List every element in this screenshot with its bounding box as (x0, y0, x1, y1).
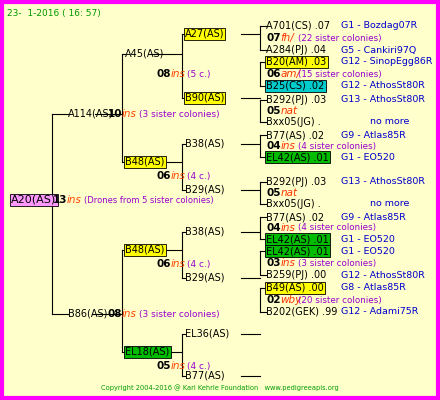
Text: no more: no more (370, 200, 409, 208)
Text: (3 sister colonies): (3 sister colonies) (139, 110, 219, 118)
Text: B48(AS): B48(AS) (125, 245, 165, 255)
Text: ins: ins (67, 195, 82, 205)
Text: B29(AS): B29(AS) (185, 185, 224, 195)
Text: B292(PJ) .03: B292(PJ) .03 (266, 177, 326, 187)
Text: G12 - AthosSt80R: G12 - AthosSt80R (341, 82, 425, 90)
Text: G1 - EO520: G1 - EO520 (341, 235, 395, 244)
Text: 05: 05 (156, 361, 171, 371)
Text: 10: 10 (108, 109, 122, 119)
Text: A701(CS) .07: A701(CS) .07 (266, 21, 330, 31)
Text: B25(CS) .02: B25(CS) .02 (266, 81, 324, 91)
Text: ins: ins (280, 223, 295, 233)
Text: B38(AS): B38(AS) (185, 227, 224, 237)
Text: EL36(AS): EL36(AS) (185, 329, 229, 339)
Text: B86(AS): B86(AS) (68, 309, 107, 319)
Text: A27(AS): A27(AS) (185, 29, 224, 39)
Text: (5 c.): (5 c.) (187, 70, 210, 78)
Text: B202(GEK) .99: B202(GEK) .99 (266, 307, 337, 317)
Text: wby: wby (280, 295, 301, 305)
Text: ins: ins (122, 309, 137, 319)
Text: (4 c.): (4 c.) (187, 172, 210, 180)
Text: B292(PJ) .03: B292(PJ) .03 (266, 95, 326, 105)
Text: G5 - Cankiri97Q: G5 - Cankiri97Q (341, 46, 416, 54)
Text: 13: 13 (53, 195, 67, 205)
Text: ins: ins (170, 171, 185, 181)
Text: B49(AS) .00: B49(AS) .00 (266, 283, 324, 293)
Text: ins: ins (170, 361, 185, 371)
Text: no more: no more (370, 118, 409, 126)
Text: ins: ins (280, 258, 295, 268)
Text: 06: 06 (156, 171, 171, 181)
Text: G12 - SinopEgg86R: G12 - SinopEgg86R (341, 58, 433, 66)
Text: (Drones from 5 sister colonies): (Drones from 5 sister colonies) (84, 196, 213, 204)
Text: (22 sister colonies): (22 sister colonies) (298, 34, 381, 42)
Text: (4 sister colonies): (4 sister colonies) (298, 142, 376, 150)
Text: (15 sister colonies): (15 sister colonies) (298, 70, 381, 78)
Text: A45(AS): A45(AS) (125, 49, 165, 59)
Text: EL42(AS) .01: EL42(AS) .01 (266, 246, 329, 256)
Text: Copyright 2004-2016 @ Karl Kehrle Foundation   www.pedigreeapis.org: Copyright 2004-2016 @ Karl Kehrle Founda… (101, 384, 339, 391)
Text: ins: ins (280, 141, 295, 151)
Text: B38(AS): B38(AS) (185, 139, 224, 149)
Text: 04: 04 (266, 223, 281, 233)
Text: fh/: fh/ (280, 33, 294, 43)
Text: ins: ins (170, 69, 185, 79)
Text: (4 sister colonies): (4 sister colonies) (298, 224, 376, 232)
Text: 06: 06 (266, 69, 281, 79)
Text: EL42(AS) .01: EL42(AS) .01 (266, 152, 329, 162)
Text: B77(AS): B77(AS) (185, 371, 224, 381)
Text: G12 - AthosSt80R: G12 - AthosSt80R (341, 271, 425, 280)
Text: 08: 08 (108, 309, 122, 319)
Text: B90(AS): B90(AS) (185, 93, 224, 103)
Text: 05: 05 (266, 188, 281, 198)
Text: G1 - EO520: G1 - EO520 (341, 153, 395, 162)
Text: ins: ins (122, 109, 137, 119)
Text: 03: 03 (266, 258, 281, 268)
Text: G12 - Adami75R: G12 - Adami75R (341, 308, 418, 316)
Text: B77(AS) .02: B77(AS) .02 (266, 212, 324, 222)
Text: (3 sister colonies): (3 sister colonies) (139, 310, 219, 318)
Text: G13 - AthosSt80R: G13 - AthosSt80R (341, 178, 425, 186)
Text: ins: ins (170, 259, 185, 269)
Text: 07: 07 (266, 33, 281, 43)
Text: 06: 06 (156, 259, 171, 269)
Text: B259(PJ) .00: B259(PJ) .00 (266, 270, 326, 280)
Text: (4 c.): (4 c.) (187, 362, 210, 370)
Text: Bxx05(JG) .: Bxx05(JG) . (266, 117, 321, 127)
Text: A20(AS): A20(AS) (11, 195, 56, 205)
Text: 08: 08 (156, 69, 171, 79)
Text: G13 - AthosSt80R: G13 - AthosSt80R (341, 96, 425, 104)
Text: 23-  1-2016 ( 16: 57): 23- 1-2016 ( 16: 57) (7, 9, 100, 18)
Text: EL42(AS) .01: EL42(AS) .01 (266, 234, 329, 244)
Text: am/: am/ (280, 69, 300, 79)
Text: A284(PJ) .04: A284(PJ) .04 (266, 45, 326, 55)
Text: 02: 02 (266, 295, 281, 305)
Text: (20 sister colonies): (20 sister colonies) (298, 296, 381, 304)
Text: Bxx05(JG) .: Bxx05(JG) . (266, 199, 321, 209)
Text: nat: nat (280, 106, 297, 116)
Text: 04: 04 (266, 141, 281, 151)
Text: B48(AS): B48(AS) (125, 157, 165, 167)
Text: G9 - Atlas85R: G9 - Atlas85R (341, 213, 406, 222)
Text: G1 - Bozdag07R: G1 - Bozdag07R (341, 22, 417, 30)
Text: B77(AS) .02: B77(AS) .02 (266, 130, 324, 140)
Text: A114(AS): A114(AS) (68, 109, 114, 119)
Text: EL18(AS): EL18(AS) (125, 347, 170, 357)
Text: nat: nat (280, 188, 297, 198)
Text: G8 - Atlas85R: G8 - Atlas85R (341, 284, 406, 292)
Text: G9 - Atlas85R: G9 - Atlas85R (341, 131, 406, 140)
Text: G1 - EO520: G1 - EO520 (341, 247, 395, 256)
Text: (4 c.): (4 c.) (187, 260, 210, 268)
Text: B29(AS): B29(AS) (185, 273, 224, 283)
Text: (3 sister colonies): (3 sister colonies) (298, 259, 376, 268)
Text: B20(AM) .03: B20(AM) .03 (266, 57, 326, 67)
Text: 05: 05 (266, 106, 281, 116)
